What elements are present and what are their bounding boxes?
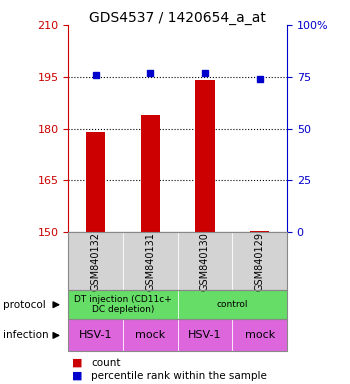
- Text: HSV-1: HSV-1: [79, 330, 112, 341]
- Text: percentile rank within the sample: percentile rank within the sample: [91, 371, 267, 381]
- Text: HSV-1: HSV-1: [188, 330, 222, 341]
- Text: DT injection (CD11c+
DC depletion): DT injection (CD11c+ DC depletion): [74, 295, 172, 314]
- Text: protocol: protocol: [4, 300, 46, 310]
- Text: mock: mock: [245, 330, 275, 341]
- Text: GSM840132: GSM840132: [91, 232, 100, 291]
- Text: ■: ■: [72, 358, 82, 368]
- Text: GSM840129: GSM840129: [255, 232, 265, 291]
- Bar: [141, 115, 160, 232]
- Text: count: count: [91, 358, 120, 368]
- Bar: [86, 132, 105, 232]
- Text: GSM840130: GSM840130: [200, 232, 210, 291]
- Text: GDS4537 / 1420654_a_at: GDS4537 / 1420654_a_at: [89, 11, 266, 25]
- Text: mock: mock: [135, 330, 166, 341]
- Text: infection: infection: [4, 330, 49, 341]
- Bar: [195, 80, 215, 232]
- Text: control: control: [217, 300, 248, 309]
- Text: GSM840131: GSM840131: [145, 232, 155, 291]
- Text: ■: ■: [72, 371, 82, 381]
- Bar: [250, 231, 269, 232]
